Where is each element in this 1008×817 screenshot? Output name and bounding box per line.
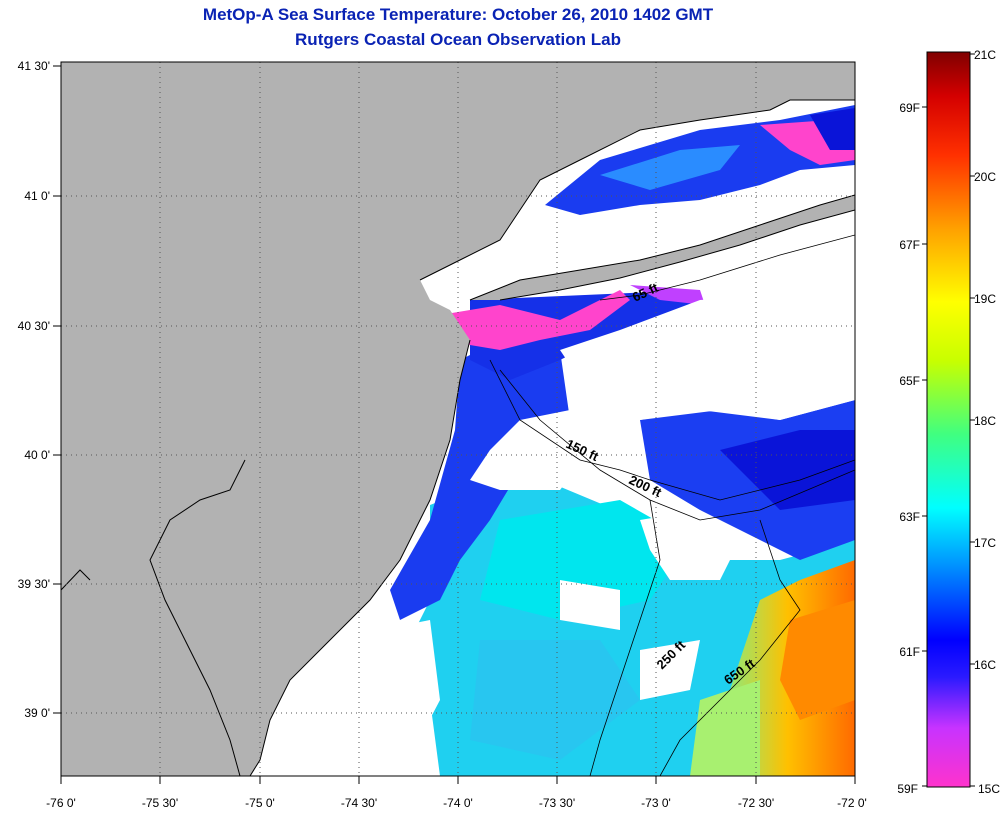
- lon-tick-label: -76 0': [46, 796, 76, 810]
- chart-title: MetOp-A Sea Surface Temperature: October…: [202, 5, 714, 24]
- colorbar-f-label: 61F: [899, 645, 920, 659]
- lon-tick-label: -75 0': [245, 796, 275, 810]
- lon-tick-label: -75 30': [142, 796, 178, 810]
- colorbar-f-label: 65F: [899, 374, 920, 388]
- lon-tick-label: -73 30': [539, 796, 575, 810]
- lon-tick-labels: -76 0' -75 30' -75 0' -74 30' -74 0' -73…: [46, 796, 867, 810]
- lat-tick-label: 39 0': [24, 706, 50, 720]
- colorbar-c-label: 19C: [974, 292, 996, 306]
- lat-tick-label: 40 0': [24, 448, 50, 462]
- lon-tick-label: -74 30': [341, 796, 377, 810]
- colorbar-f-label: 67F: [899, 238, 920, 252]
- lon-tick-label: -72 0': [837, 796, 867, 810]
- colorbar-f-label: 59F: [897, 782, 918, 796]
- lat-tick-label: 40 30': [18, 319, 50, 333]
- cloud-mask: [300, 290, 855, 776]
- coastline: [61, 99, 855, 776]
- colorbar-c-label: 21C: [974, 48, 996, 62]
- lon-tick-label: -74 0': [443, 796, 473, 810]
- axis-ticks: [53, 65, 856, 784]
- lat-tick-labels: 41 30' 41 0' 40 30' 40 0' 39 30' 39 0': [18, 59, 50, 720]
- lat-tick-label: 41 0': [24, 189, 50, 203]
- colorbar-f-label: 69F: [899, 101, 920, 115]
- colorbar-c-label: 16C: [974, 658, 996, 672]
- lat-tick-label: 41 30': [18, 59, 50, 73]
- colorbar-gradient: [926, 51, 971, 788]
- colorbar-f-label: 63F: [899, 510, 920, 524]
- colorbar-c-label: 18C: [974, 414, 996, 428]
- colorbar-c-label: 17C: [974, 536, 996, 550]
- lat-tick-label: 39 30': [18, 577, 50, 591]
- lon-tick-label: -73 0': [641, 796, 671, 810]
- colorbar-c-ticks: [922, 53, 975, 787]
- lon-tick-label: -72 30': [738, 796, 774, 810]
- bathymetry-contours: [489, 234, 855, 776]
- colorbar-c-label: 15C: [978, 782, 1000, 796]
- graticule: [61, 62, 855, 776]
- chart-subtitle: Rutgers Coastal Ocean Observation Lab: [295, 30, 621, 49]
- colorbar-c-label: 20C: [974, 170, 996, 184]
